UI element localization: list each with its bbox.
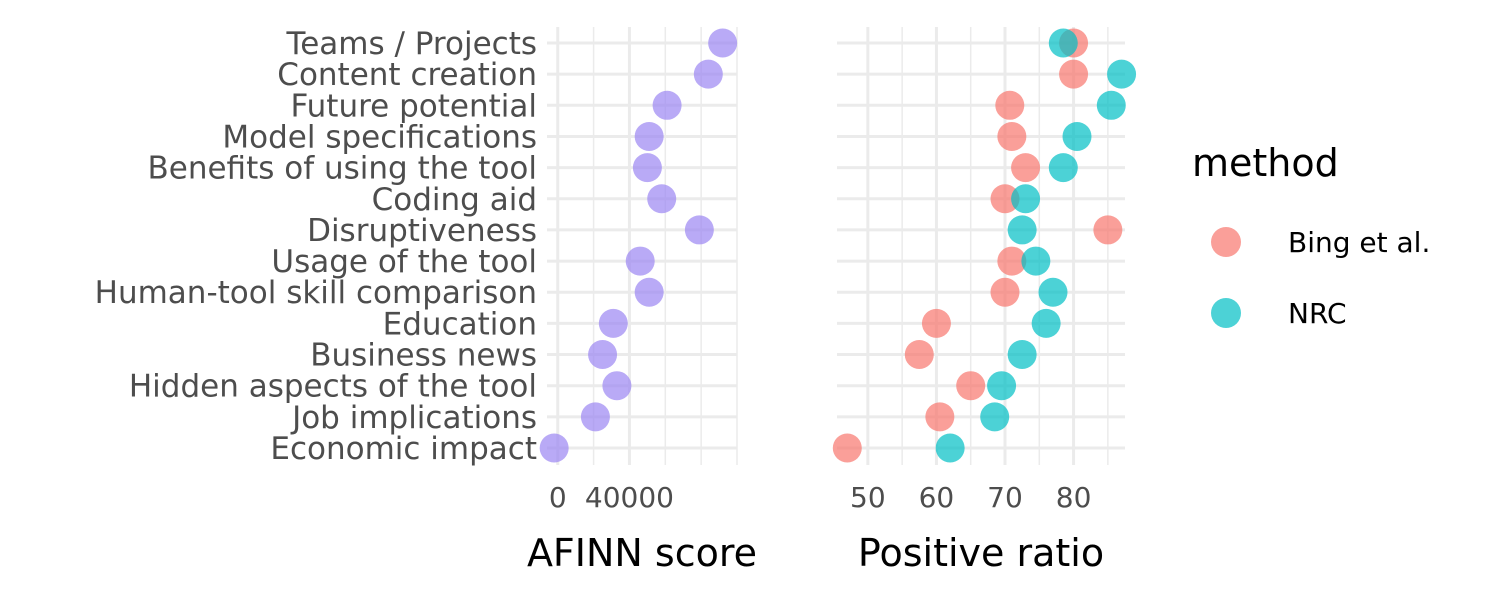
positive-ratio-x-axis-title: Positive ratio	[858, 531, 1104, 575]
legend-label-bing-et-al: Bing et al.	[1288, 226, 1430, 259]
data-point-bing-et-al-future-potential	[995, 90, 1025, 120]
data-point-nrc-economic-impact	[935, 433, 965, 463]
category-label-business-news: Business news	[310, 338, 537, 374]
x-tick-label: 80	[1056, 481, 1092, 514]
afinn-panel: 0 40000 AFINN score	[527, 27, 757, 575]
data-point-bing-et-al-coding-aid	[990, 184, 1020, 214]
legend-label-nrc: NRC	[1288, 297, 1347, 330]
category-label-usage-of-the-tool: Usage of the tool	[271, 244, 537, 280]
category-label-disruptiveness: Disruptiveness	[307, 213, 537, 249]
category-label-job-implications: Job implications	[290, 400, 537, 436]
data-point-afinn-benefits-of-using-the-tool	[632, 153, 662, 183]
data-point-bing-et-al-benefits-of-using-the-tool	[1011, 153, 1041, 183]
data-point-nrc-future-potential	[1096, 90, 1126, 120]
category-label-benefits-of-using-the-tool: Benefits of using the tool	[148, 151, 538, 187]
data-point-afinn-job-implications	[580, 402, 610, 432]
data-point-afinn-content-creation	[693, 59, 723, 89]
legend: method Bing et al. NRC	[1192, 141, 1430, 330]
data-point-bing-et-al-hidden-aspects-of-the-tool	[956, 371, 986, 401]
category-label-model-specifications: Model specifications	[222, 119, 537, 155]
positive-ratio-panel: 50 60 70 80 Positive ratio	[832, 27, 1137, 575]
data-point-afinn-business-news	[588, 340, 618, 370]
data-point-bing-et-al-business-news	[904, 340, 934, 370]
data-point-nrc-hidden-aspects-of-the-tool	[987, 371, 1017, 401]
category-label-content-creation: Content creation	[277, 57, 537, 93]
data-point-afinn-education	[598, 308, 628, 338]
data-point-nrc-coding-aid	[1011, 184, 1041, 214]
data-point-afinn-disruptiveness	[684, 215, 714, 245]
data-point-nrc-education	[1031, 308, 1061, 338]
data-point-afinn-hidden-aspects-of-the-tool	[602, 371, 632, 401]
data-point-afinn-future-potential	[652, 90, 682, 120]
data-point-afinn-teams-projects	[708, 28, 738, 58]
legend-items: Bing et al. NRC	[1211, 226, 1430, 330]
legend-key-nrc	[1211, 298, 1241, 328]
x-tick-label: 70	[987, 481, 1023, 514]
x-tick-label: 50	[850, 481, 886, 514]
data-point-bing-et-al-human-tool-skill-comparison	[990, 277, 1020, 307]
data-point-nrc-job-implications	[980, 402, 1010, 432]
category-label-teams-projects: Teams / Projects	[286, 26, 537, 62]
data-point-afinn-economic-impact	[539, 433, 569, 463]
category-label-human-tool-skill-comparison: Human-tool skill comparison	[95, 275, 537, 311]
data-point-bing-et-al-economic-impact	[832, 433, 862, 463]
data-point-nrc-disruptiveness	[1007, 215, 1037, 245]
legend-title: method	[1192, 141, 1339, 185]
category-label-economic-impact: Economic impact	[270, 431, 537, 467]
data-point-nrc-benefits-of-using-the-tool	[1048, 153, 1078, 183]
category-label-education: Education	[383, 306, 537, 342]
data-point-bing-et-al-model-specifications	[997, 121, 1027, 151]
data-point-afinn-human-tool-skill-comparison	[634, 277, 664, 307]
data-point-nrc-content-creation	[1107, 59, 1137, 89]
afinn-points	[539, 28, 738, 463]
x-tick-label: 40000	[585, 481, 674, 514]
data-point-nrc-business-news	[1007, 340, 1037, 370]
category-label-hidden-aspects-of-the-tool: Hidden aspects of the tool	[129, 369, 537, 405]
positive-ratio-tick-labels: 50 60 70 80	[850, 481, 1091, 514]
data-point-nrc-usage-of-the-tool	[1021, 246, 1051, 276]
category-label-coding-aid: Coding aid	[372, 182, 537, 218]
positive-ratio-points	[832, 28, 1137, 463]
afinn-tick-labels: 0 40000	[549, 481, 674, 514]
data-point-afinn-coding-aid	[647, 184, 677, 214]
data-point-nrc-teams-projects	[1048, 28, 1078, 58]
x-tick-label: 60	[919, 481, 955, 514]
x-tick-label: 0	[549, 481, 567, 514]
data-point-nrc-human-tool-skill-comparison	[1038, 277, 1068, 307]
legend-key-bing-et-al	[1211, 227, 1241, 257]
data-point-bing-et-al-usage-of-the-tool	[997, 246, 1027, 276]
afinn-x-axis-title: AFINN score	[527, 531, 757, 575]
data-point-bing-et-al-education	[921, 308, 951, 338]
data-point-nrc-model-specifications	[1062, 121, 1092, 151]
data-point-afinn-model-specifications	[634, 121, 664, 151]
data-point-afinn-usage-of-the-tool	[625, 246, 655, 276]
data-point-bing-et-al-content-creation	[1059, 59, 1089, 89]
data-point-bing-et-al-job-implications	[925, 402, 955, 432]
category-label-future-potential: Future potential	[291, 88, 537, 124]
afinn-grid	[547, 27, 738, 465]
data-point-bing-et-al-disruptiveness	[1093, 215, 1123, 245]
positive-ratio-grid	[837, 27, 1125, 465]
